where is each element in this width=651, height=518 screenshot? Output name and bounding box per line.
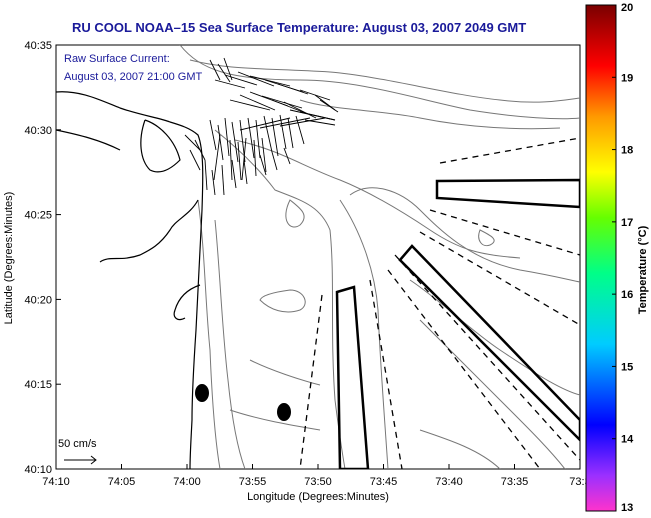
station-marker-1 <box>195 384 209 402</box>
figure-title: RU COOL NOAA–15 Sea Surface Temperature:… <box>72 20 526 35</box>
y-tick-label: 40:20 <box>24 294 52 306</box>
bathymetry-contours <box>179 45 580 469</box>
y-tick-label: 40:15 <box>24 379 52 391</box>
annotation-line-1: Raw Surface Current: <box>64 53 170 65</box>
x-tick-label: 73:3 <box>569 476 590 488</box>
y-tick-label: 40:25 <box>24 210 52 222</box>
x-tick-label: 74:10 <box>42 476 70 488</box>
survey-box-outlines <box>335 178 580 469</box>
colorbar-tick-label: 17 <box>621 217 633 229</box>
x-tick-label: 73:35 <box>501 476 529 488</box>
y-axis-label: Latitude (Degrees:Minutes) <box>3 192 15 325</box>
colorbar-tick-label: 18 <box>621 145 633 157</box>
x-tick-label: 73:50 <box>304 476 332 488</box>
colorbar-tick-label: 19 <box>621 72 633 84</box>
scale-label: 50 cm/s <box>58 438 97 450</box>
x-axis-ticks: 74:10 74:05 74:00 73:55 73:50 73:45 73:40 73:35… <box>42 464 591 488</box>
x-tick-label: 74:00 <box>173 476 201 488</box>
x-tick-label: 73:40 <box>435 476 463 488</box>
annotation-line-2: August 03, 2007 21:00 GMT <box>64 71 202 83</box>
dashed-range-lines <box>299 137 580 469</box>
station-marker-2 <box>277 403 291 421</box>
colorbar-label: Temperature (°C) <box>637 225 649 314</box>
scale-arrow-icon <box>64 455 97 465</box>
y-axis-ticks: 40:35 40:30 40:25 40:20 40:15 40:10 <box>24 40 61 476</box>
y-tick-label: 40:10 <box>24 464 52 476</box>
surface-current-vectors <box>184 57 339 196</box>
colorbar-tick-label: 15 <box>621 361 633 373</box>
x-tick-label: 73:55 <box>239 476 267 488</box>
colorbar-tick-label: 16 <box>621 289 633 301</box>
coastline <box>56 91 204 469</box>
colorbar-tick-label: 20 <box>621 2 633 14</box>
colorbar-tick-label: 14 <box>621 434 634 446</box>
x-axis-label: Longitude (Degrees:Minutes) <box>247 491 389 503</box>
colorbar <box>585 4 617 512</box>
x-tick-label: 74:05 <box>108 476 136 488</box>
colorbar-tick-label: 13 <box>621 502 633 514</box>
colorbar-ticks: 20 19 18 17 16 15 14 13 <box>612 2 634 514</box>
x-tick-label: 73:45 <box>370 476 398 488</box>
y-tick-label: 40:35 <box>24 40 52 52</box>
y-tick-label: 40:30 <box>24 125 52 137</box>
